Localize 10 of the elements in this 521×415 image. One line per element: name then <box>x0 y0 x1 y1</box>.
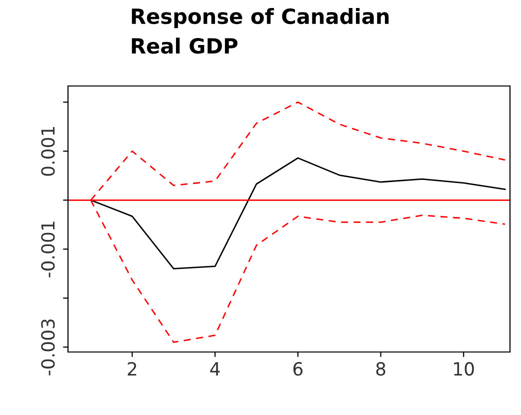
x-tick-label: 2 <box>128 362 136 376</box>
y-tick-label: 0.001 <box>41 126 55 176</box>
y-tick-label: -0.001 <box>41 222 55 278</box>
line-series <box>90 157 506 270</box>
x-tick-label: 4 <box>210 362 220 376</box>
y-tick-label: -0.003 <box>41 319 55 376</box>
x-tick-label: 10 <box>454 362 474 376</box>
x-tick-label: 6 <box>293 362 303 376</box>
chart-title: Response of Canadian Real GDP <box>132 8 389 54</box>
x-tick-label: 8 <box>376 362 386 376</box>
